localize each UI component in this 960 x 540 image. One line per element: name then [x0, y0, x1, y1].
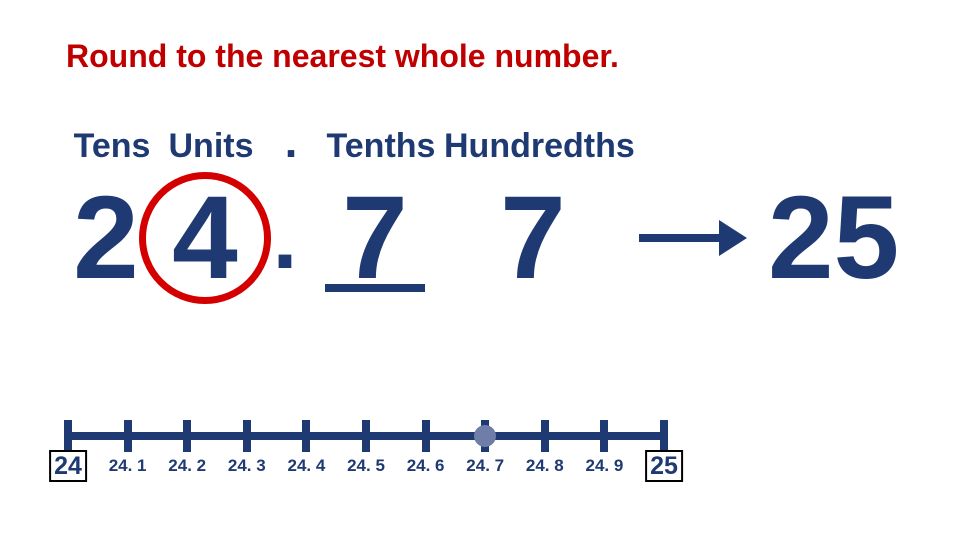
- number-line-tick: [600, 420, 608, 452]
- result: 25: [768, 170, 899, 306]
- digit-units-wrap: 4: [152, 170, 258, 306]
- number-line-label: 24. 5: [347, 456, 385, 476]
- decider-underline: [325, 284, 425, 292]
- number-line-label: 24. 6: [407, 456, 445, 476]
- number-line-tick: [541, 420, 549, 452]
- header-tens: Tens: [66, 127, 158, 166]
- digit-tenths-wrap: 7: [312, 170, 438, 306]
- arrow-shaft: [639, 234, 719, 242]
- digits-row: 2 4 . 7 7 25: [60, 170, 899, 306]
- arrow: [628, 220, 758, 256]
- rounding-circle: [139, 172, 271, 304]
- number-line-label: 24. 4: [287, 456, 325, 476]
- header-units: Units: [158, 127, 264, 166]
- title: Round to the nearest whole number.: [66, 38, 619, 75]
- number-line-tick: [422, 420, 430, 452]
- digit-hundredths: 7: [438, 170, 628, 306]
- number-line: 2424. 124. 224. 324. 424. 524. 624. 724.…: [60, 420, 672, 490]
- number-line-tick: [302, 420, 310, 452]
- header-hundredths: Hundredths: [444, 127, 634, 166]
- number-line-label: 24. 3: [228, 456, 266, 476]
- number-line-label: 24. 8: [526, 456, 564, 476]
- number-line-tick: [660, 420, 668, 452]
- number-line-end-label: 25: [645, 452, 683, 481]
- number-line-label: 24. 1: [109, 456, 147, 476]
- number-line-tick: [183, 420, 191, 452]
- number-line-tick: [362, 420, 370, 452]
- number-line-tick: [243, 420, 251, 452]
- header-decimal: .: [264, 114, 318, 168]
- number-line-label: 24. 7: [466, 456, 504, 476]
- number-line-marker: [474, 425, 496, 447]
- header-tenths: Tenths: [318, 127, 444, 166]
- place-value-headers: Tens Units . Tenths Hundredths: [66, 114, 634, 168]
- arrow-head-icon: [719, 220, 747, 256]
- number-line-tick: [64, 420, 72, 452]
- number-line-label: 24. 2: [168, 456, 206, 476]
- number-line-end-label: 24: [49, 452, 87, 481]
- number-line-tick: [124, 420, 132, 452]
- number-line-label: 24. 9: [585, 456, 623, 476]
